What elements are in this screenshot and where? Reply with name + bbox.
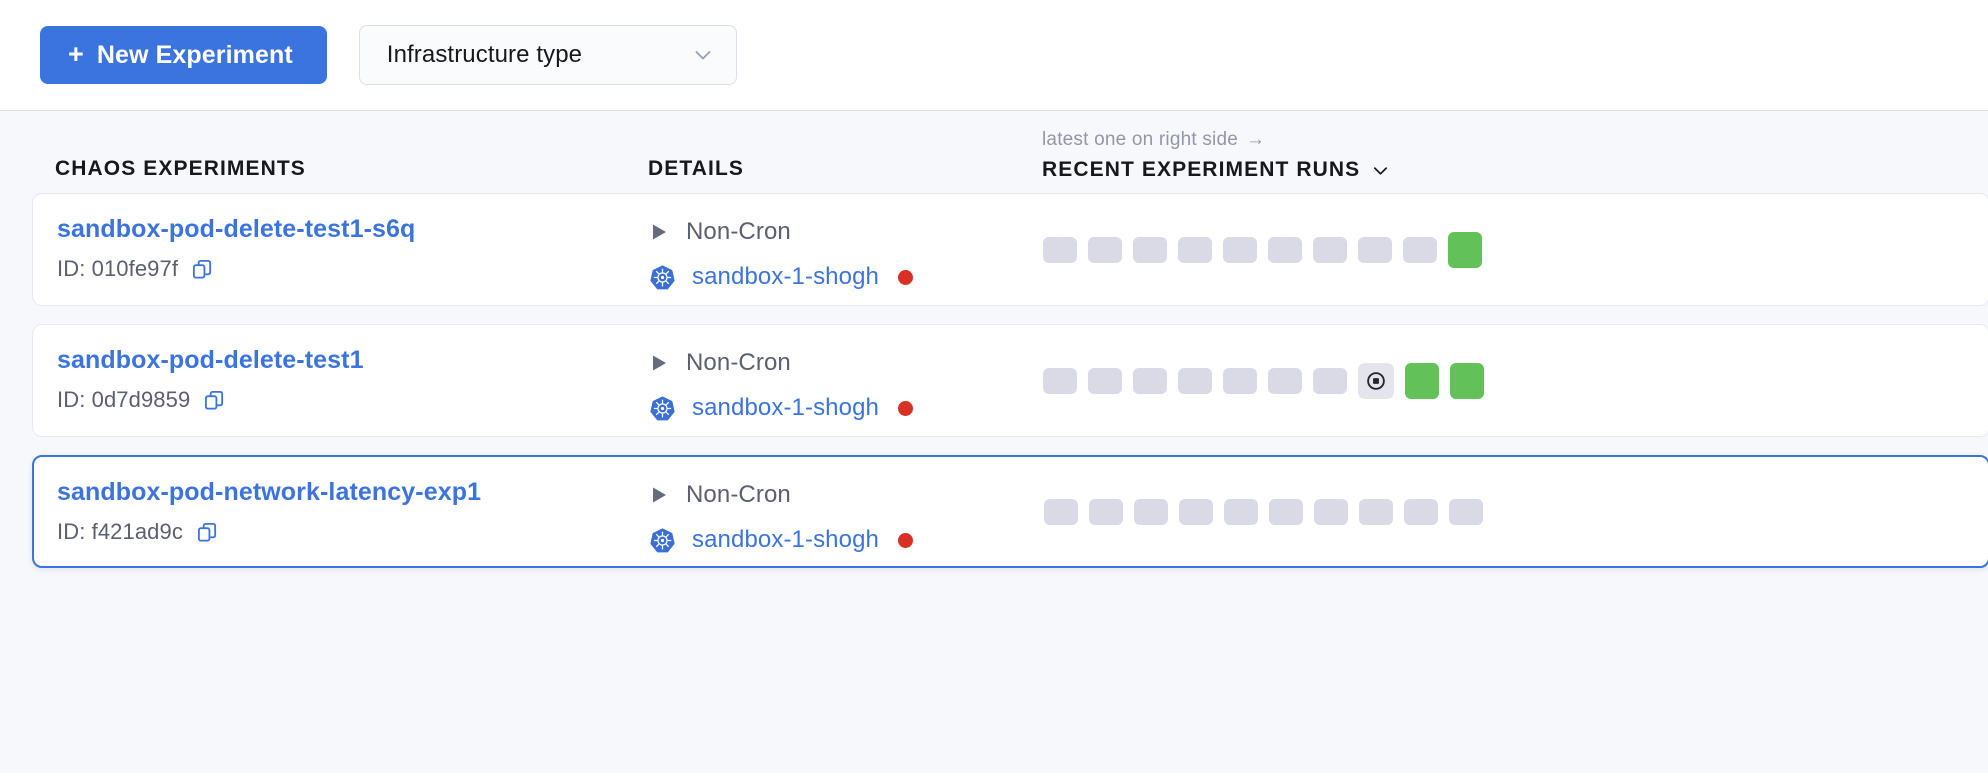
run-indicator-idle[interactable]	[1134, 498, 1168, 525]
status-badge	[897, 400, 913, 416]
stop-icon	[1365, 370, 1387, 392]
run-indicator-idle[interactable]	[1223, 236, 1257, 263]
run-indicator-idle[interactable]	[1088, 236, 1122, 263]
schedule-row: Non-Cron	[649, 343, 913, 383]
recent-runs-hint: latest one on right side →	[1042, 129, 1390, 151]
run-indicator-idle[interactable]	[1404, 498, 1438, 525]
run-indicator-idle[interactable]	[1178, 236, 1212, 263]
experiment-name-link[interactable]: sandbox-pod-delete-test1-s6q	[57, 215, 416, 243]
run-indicator-idle[interactable]	[1224, 498, 1258, 525]
column-header-recent-runs[interactable]: RECENT EXPERIMENT RUNS	[1042, 158, 1390, 182]
run-indicator-idle[interactable]	[1089, 498, 1123, 525]
column-header-runs-group: latest one on right side → RECENT EXPERI…	[1042, 129, 1390, 182]
play-icon	[649, 222, 669, 242]
run-indicator-idle[interactable]	[1043, 367, 1077, 394]
run-indicator-idle[interactable]	[1313, 367, 1347, 394]
copy-icon[interactable]	[196, 521, 219, 544]
experiment-details: Non-Cron sandbox-1-shogh	[649, 343, 913, 430]
infrastructure-link[interactable]: sandbox-1-shogh	[692, 263, 879, 290]
new-experiment-button[interactable]: + New Experiment	[40, 26, 327, 84]
table-row-content: sandbox-pod-delete-test1-s6q ID: 010fe97…	[33, 194, 1988, 305]
new-experiment-button-label: New Experiment	[96, 40, 293, 69]
table-row[interactable]: sandbox-pod-network-latency-exp1 ID: f42…	[32, 455, 1988, 568]
run-indicator-success[interactable]	[1405, 362, 1439, 399]
recent-runs-strip	[1044, 457, 1483, 566]
recent-runs-hint-text: latest one on right side	[1042, 129, 1238, 150]
copy-icon[interactable]	[191, 258, 214, 281]
status-badge	[897, 269, 913, 285]
run-indicator-idle[interactable]	[1223, 367, 1257, 394]
experiment-name-link[interactable]: sandbox-pod-delete-test1	[57, 346, 364, 374]
column-header-recent-runs-label: RECENT EXPERIMENT RUNS	[1042, 158, 1361, 181]
infrastructure-row: sandbox-1-shogh	[649, 255, 913, 299]
infrastructure-type-select-value: Infrastructure type	[386, 41, 583, 68]
run-indicator-idle[interactable]	[1043, 236, 1077, 263]
run-indicator-idle[interactable]	[1133, 236, 1167, 263]
play-icon	[649, 485, 669, 505]
plus-icon: +	[68, 38, 84, 69]
infrastructure-row: sandbox-1-shogh	[649, 518, 913, 562]
schedule-row: Non-Cron	[649, 475, 913, 515]
schedule-label: Non-Cron	[686, 481, 791, 508]
experiment-rows: sandbox-pod-delete-test1-s6q ID: 010fe97…	[0, 193, 1988, 568]
run-indicator-stopped[interactable]	[1358, 362, 1394, 399]
top-toolbar: + New Experiment Infrastructure type	[0, 0, 1988, 111]
experiment-details: Non-Cron sandbox-1-shogh	[649, 475, 913, 562]
kubernetes-icon	[649, 527, 676, 554]
infrastructure-row: sandbox-1-shogh	[649, 386, 913, 430]
table-row-content: sandbox-pod-delete-test1 ID: 0d7d9859 No…	[33, 325, 1988, 436]
run-indicator-idle[interactable]	[1133, 367, 1167, 394]
status-badge	[897, 532, 913, 548]
run-indicator-idle[interactable]	[1449, 498, 1483, 525]
copy-icon[interactable]	[203, 389, 226, 412]
table-row[interactable]: sandbox-pod-delete-test1-s6q ID: 010fe97…	[32, 193, 1988, 306]
kubernetes-icon	[649, 264, 676, 291]
experiment-details: Non-Cron sandbox-1-shogh	[649, 212, 913, 299]
experiment-name-link[interactable]: sandbox-pod-network-latency-exp1	[57, 478, 482, 506]
column-header-details: DETAILS	[648, 157, 744, 180]
infrastructure-link[interactable]: sandbox-1-shogh	[692, 526, 879, 553]
column-headers: CHAOS EXPERIMENTS DETAILS latest one on …	[0, 111, 1988, 193]
experiments-list-area: CHAOS EXPERIMENTS DETAILS latest one on …	[0, 111, 1988, 773]
run-indicator-idle[interactable]	[1358, 236, 1392, 263]
run-indicator-idle[interactable]	[1313, 236, 1347, 263]
run-indicator-success[interactable]	[1450, 362, 1484, 399]
run-indicator-success[interactable]	[1448, 231, 1482, 268]
schedule-label: Non-Cron	[686, 349, 791, 376]
infrastructure-link[interactable]: sandbox-1-shogh	[692, 394, 879, 421]
column-header-experiments: CHAOS EXPERIMENTS	[55, 157, 306, 180]
chevron-down-icon	[692, 44, 714, 66]
run-indicator-idle[interactable]	[1403, 236, 1437, 263]
arrow-right-icon: →	[1245, 129, 1266, 150]
chevron-down-icon[interactable]	[1371, 161, 1390, 180]
schedule-row: Non-Cron	[649, 212, 913, 252]
recent-runs-strip	[1043, 194, 1482, 305]
schedule-label: Non-Cron	[686, 218, 791, 245]
experiment-id-row: ID: 0d7d9859	[57, 387, 226, 413]
run-indicator-idle[interactable]	[1314, 498, 1348, 525]
run-indicator-idle[interactable]	[1268, 367, 1302, 394]
experiment-id-label: ID: 010fe97f	[57, 256, 179, 281]
experiment-id-label: ID: 0d7d9859	[57, 387, 191, 412]
run-indicator-idle[interactable]	[1178, 367, 1212, 394]
run-indicator-idle[interactable]	[1269, 498, 1303, 525]
run-indicator-idle[interactable]	[1359, 498, 1393, 525]
run-indicator-idle[interactable]	[1268, 236, 1302, 263]
run-indicator-idle[interactable]	[1044, 498, 1078, 525]
play-icon	[649, 353, 669, 373]
kubernetes-icon	[649, 395, 676, 422]
run-indicator-idle[interactable]	[1088, 367, 1122, 394]
recent-runs-strip	[1043, 325, 1484, 436]
experiment-id-row: ID: f421ad9c	[57, 519, 219, 545]
run-indicator-idle[interactable]	[1179, 498, 1213, 525]
experiment-id-row: ID: 010fe97f	[57, 256, 214, 282]
experiment-id-label: ID: f421ad9c	[57, 519, 183, 544]
table-row[interactable]: sandbox-pod-delete-test1 ID: 0d7d9859 No…	[32, 324, 1988, 437]
table-row-content: sandbox-pod-network-latency-exp1 ID: f42…	[34, 457, 1988, 566]
infrastructure-type-select[interactable]: Infrastructure type	[358, 25, 737, 85]
